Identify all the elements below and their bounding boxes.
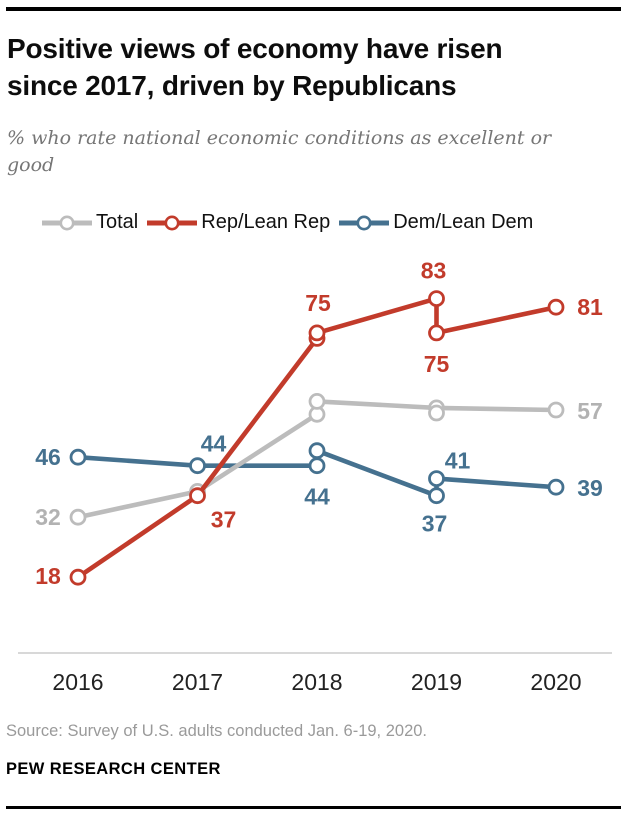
legend-swatch-icon <box>42 215 92 230</box>
data-point-dem-lean-dem <box>547 478 565 496</box>
chart-legend: Total Rep/Lean Rep Dem/Lean Dem <box>42 211 533 234</box>
chart-subtitle: % who rate national economic conditions … <box>7 125 613 179</box>
data-point-dem-lean-dem <box>308 442 326 460</box>
legend-label: Dem/Lean Dem <box>393 211 534 233</box>
legend-item-dem-lean-dem: Dem/Lean Dem <box>339 211 533 234</box>
point-label-total: 32 <box>35 504 61 530</box>
x-axis-label: 2017 <box>172 669 223 695</box>
data-point-dem-lean-dem <box>189 457 206 475</box>
data-point-rep-lean-rep <box>189 487 206 505</box>
data-point-dem-lean-dem <box>428 470 445 488</box>
x-axis-label: 2020 <box>530 669 581 695</box>
data-point-rep-lean-rep <box>428 290 445 308</box>
point-label-rep-lean-rep: 81 <box>577 294 603 320</box>
data-point-rep-lean-rep <box>69 568 87 586</box>
legend-item-total: Total <box>42 211 138 234</box>
point-label-total: 57 <box>577 398 603 424</box>
data-point-total <box>308 392 326 410</box>
chart-subtitle-line-1: % who rate national economic conditions … <box>7 127 552 149</box>
point-label-dem-lean-dem: 37 <box>422 511 448 537</box>
legend-swatch-icon <box>339 215 390 230</box>
x-axis-label: 2018 <box>291 669 342 695</box>
legend-item-rep-lean-rep: Rep/Lean Rep <box>147 211 330 234</box>
data-point-total <box>428 404 445 422</box>
point-label-dem-lean-dem: 46 <box>35 444 61 470</box>
point-label-rep-lean-rep: 75 <box>424 351 450 377</box>
data-point-total <box>69 508 87 526</box>
chart-subtitle-line-2: good <box>7 154 55 176</box>
data-point-rep-lean-rep <box>547 298 565 316</box>
chart-title-line-2: since 2017, driven by Republicans <box>7 70 457 101</box>
chart-title: Positive views of economy have risen sin… <box>7 30 613 104</box>
point-label-dem-lean-dem: 44 <box>201 431 227 457</box>
point-label-rep-lean-rep: 75 <box>305 290 331 316</box>
point-label-dem-lean-dem: 44 <box>304 484 330 510</box>
chart-title-line-1: Positive views of economy have risen <box>7 33 503 64</box>
data-point-dem-lean-dem <box>308 457 326 475</box>
point-label-dem-lean-dem: 41 <box>445 448 471 474</box>
legend-swatch-icon <box>147 215 198 230</box>
data-point-dem-lean-dem <box>69 448 87 466</box>
data-point-total <box>547 401 565 419</box>
brand-wordmark: PEW RESEARCH CENTER <box>6 760 221 778</box>
data-point-dem-lean-dem <box>428 487 445 505</box>
legend-label: Rep/Lean Rep <box>201 211 331 233</box>
legend-label: Total <box>96 211 139 233</box>
data-point-rep-lean-rep <box>428 324 445 342</box>
point-label-dem-lean-dem: 39 <box>577 475 603 501</box>
source-note: Source: Survey of U.S. adults conducted … <box>6 722 427 740</box>
point-label-rep-lean-rep: 18 <box>35 563 61 589</box>
x-axis-label: 2016 <box>52 669 103 695</box>
top-rule <box>6 7 621 11</box>
point-label-rep-lean-rep: 37 <box>211 507 237 533</box>
data-point-rep-lean-rep <box>308 324 326 342</box>
point-label-rep-lean-rep: 83 <box>421 258 447 284</box>
bottom-rule <box>6 806 621 809</box>
x-axis-label: 2019 <box>411 669 462 695</box>
